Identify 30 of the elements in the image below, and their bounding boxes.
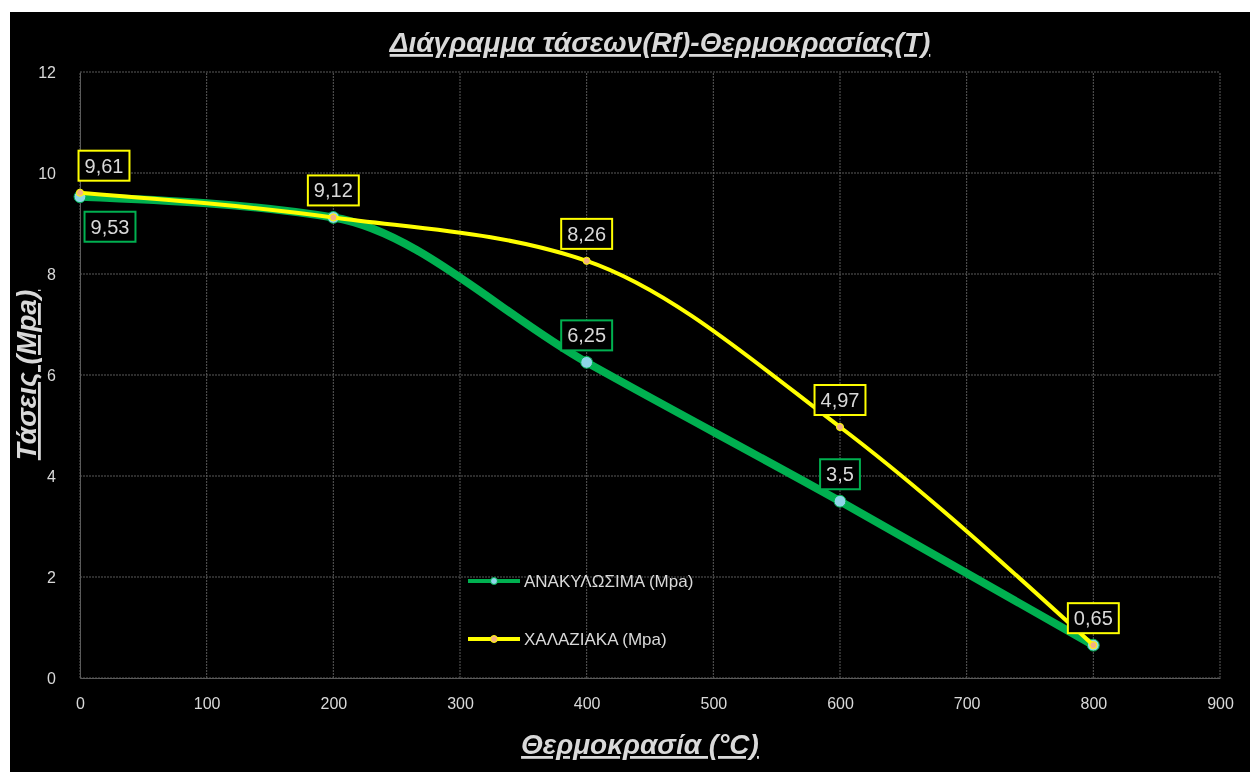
y-tick-label: 0 [47,669,57,687]
chart-title: Διάγραμμα τάσεων(Rf)-Θερμοκρασίας(T) [388,27,931,58]
data-label: 9,12 [313,179,353,202]
legend-label: ΑΝΑΚΥΛΩΣΙΜΑ (Mpa) [524,572,694,591]
x-tick-label: 100 [193,695,221,713]
x-tick-label: 300 [447,695,474,713]
data-label: 3,5 [826,463,854,486]
y-tick-label: 8 [47,265,57,283]
data-label: 9,53 [90,215,130,238]
x-axis-title: Θερμοκρασία (°C) [521,729,759,760]
data-label: 9,61 [84,154,124,177]
data-label: 0,65 [1073,607,1113,630]
data-label: 8,26 [567,222,607,245]
data-label: 6,25 [567,324,607,347]
legend-label: ΧΑΛΑΖΙΑΚΑ (Mpa) [524,630,667,649]
y-tick-label: 10 [38,164,57,182]
x-tick-label: 200 [320,695,348,713]
y-axis-title: Τάσεις (Mpa) [11,289,42,461]
x-tick-label: 700 [953,695,981,713]
x-tick-label: 500 [700,695,728,713]
x-tick-label: 400 [573,695,601,713]
y-tick-label: 2 [47,568,57,586]
x-tick-label: 0 [76,695,86,713]
x-tick-label: 600 [827,695,854,713]
x-tick-label: 800 [1080,695,1108,713]
data-label: 4,97 [820,389,860,412]
y-tick-label: 6 [47,366,57,384]
y-tick-label: 4 [47,467,57,485]
x-tick-label: 900 [1207,695,1234,713]
y-tick-label: 12 [38,63,57,81]
